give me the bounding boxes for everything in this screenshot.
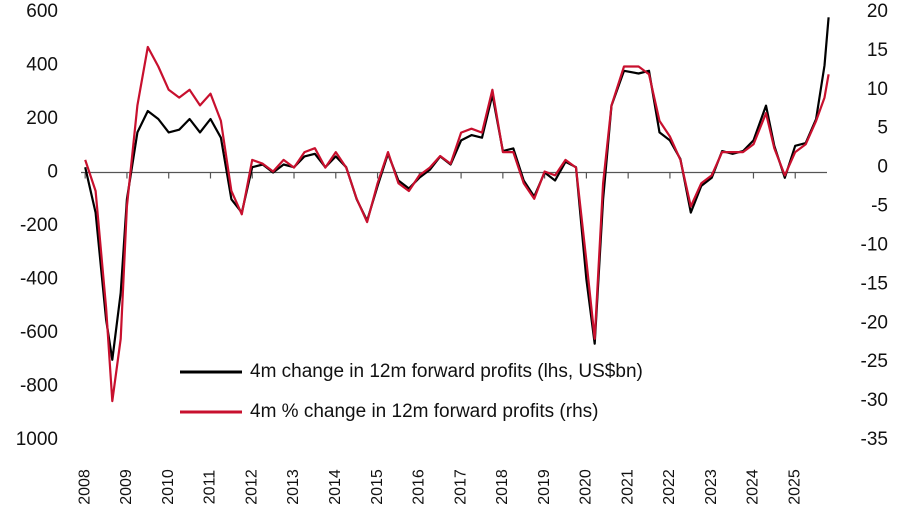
x-tick-label: 2013 — [285, 469, 302, 505]
x-tick-label: 2012 — [243, 469, 260, 505]
y-tick-label: 1000 — [16, 429, 58, 450]
y2-tick-label: -35 — [861, 429, 888, 450]
x-tick-label: 2016 — [411, 469, 428, 505]
series-line — [84, 17, 830, 361]
y2-tick-label: -5 — [871, 196, 888, 217]
y2-tick-label: -30 — [861, 390, 888, 411]
x-tick-label: 2018 — [494, 469, 511, 505]
y-tick-label: 600 — [26, 1, 58, 22]
x-tick-label: 2010 — [160, 469, 177, 505]
series-line — [84, 45, 830, 403]
x-tick-label: 2015 — [369, 469, 386, 505]
y-tick-label: -400 — [20, 269, 58, 290]
y-tick-label: 400 — [26, 55, 58, 76]
x-tick-label: 2017 — [452, 469, 469, 505]
y-tick-label: 0 — [47, 162, 58, 183]
x-tick-label: 2009 — [118, 469, 135, 505]
y2-tick-label: -10 — [861, 234, 888, 255]
x-tick-label: 2019 — [536, 469, 553, 505]
y2-tick-label: -20 — [861, 312, 888, 333]
y-tick-label: -600 — [20, 322, 58, 343]
x-tick-label: 2020 — [578, 469, 595, 505]
x-tick-label: 2014 — [327, 469, 344, 505]
y2-tick-label: 0 — [877, 157, 888, 178]
y-tick-label: 200 — [26, 108, 58, 129]
x-tick-label: 2008 — [76, 469, 93, 505]
x-tick-label: 2025 — [786, 469, 803, 505]
y2-tick-label: 20 — [867, 1, 888, 22]
y2-tick-label: 5 — [877, 118, 888, 139]
x-tick-label: 2021 — [619, 469, 636, 505]
x-tick-label: 2022 — [661, 469, 678, 505]
x-tick-label: 2011 — [202, 470, 219, 505]
legend-label: 4m change in 12m forward profits (lhs, U… — [250, 361, 643, 382]
y-tick-label: -200 — [20, 215, 58, 236]
y2-tick-label: 10 — [867, 79, 888, 100]
x-tick-label: 2024 — [745, 469, 762, 505]
y2-tick-label: -15 — [861, 273, 888, 294]
legend-label: 4m % change in 12m forward profits (rhs) — [250, 401, 598, 422]
y2-tick-label: 15 — [867, 40, 888, 61]
y2-tick-label: -25 — [861, 351, 888, 372]
x-tick-label: 2023 — [703, 469, 720, 505]
y-tick-label: -800 — [20, 376, 58, 397]
